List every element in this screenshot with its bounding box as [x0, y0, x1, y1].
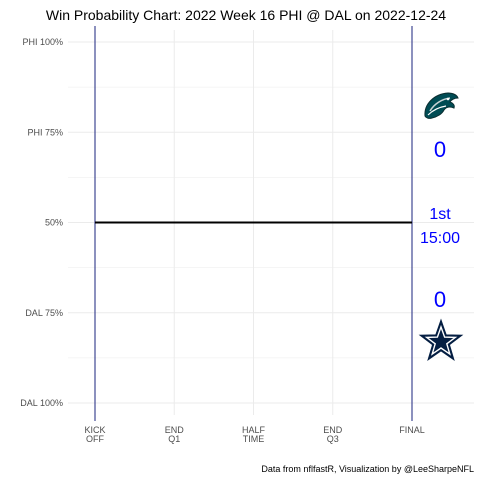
x-tick-label: HALF TIME: [242, 425, 266, 444]
chart-title: Win Probability Chart: 2022 Week 16 PHI …: [46, 7, 446, 23]
y-tick-label: 50%: [45, 218, 63, 228]
quarter-label: 1st: [429, 206, 451, 223]
x-axis-ticks: KICK OFF END Q1 HALF TIME END Q3 FINAL: [84, 425, 424, 444]
x-tick-label: END Q1: [165, 425, 185, 444]
data-source-caption: Data from nflfastR, Visualization by @Le…: [261, 464, 474, 474]
y-tick-label: DAL 75%: [25, 308, 63, 318]
eagle-head-icon: [424, 92, 459, 119]
dal-score: 0: [434, 287, 446, 312]
y-axis-ticks: PHI 100% PHI 75% 50% DAL 75% DAL 100%: [20, 37, 63, 408]
y-tick-label: DAL 100%: [20, 398, 63, 408]
x-tick-label: KICK OFF: [84, 425, 105, 444]
x-tick-label: FINAL: [399, 425, 425, 435]
phi-score: 0: [434, 137, 446, 162]
y-tick-label: PHI 100%: [22, 37, 63, 47]
game-clock: 15:00: [420, 230, 460, 247]
x-tick-label: END Q3: [323, 425, 343, 444]
y-tick-label: PHI 75%: [27, 127, 63, 137]
star-icon: [418, 318, 464, 362]
